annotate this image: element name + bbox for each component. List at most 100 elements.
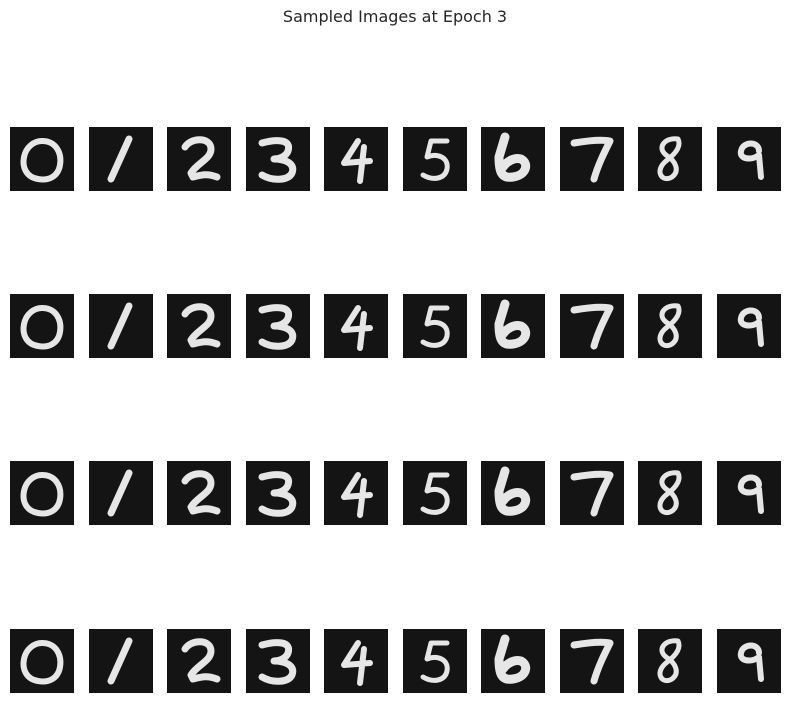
sample-image-r2-digit-7: [560, 294, 624, 358]
digit-stroke: [20, 640, 64, 685]
digit-1-glyph: [107, 135, 133, 183]
sample-image-r4-digit-7: [560, 629, 624, 693]
digit-stroke: [107, 135, 133, 183]
digit-stroke: [107, 302, 133, 350]
sample-image-r2-digit-8: [638, 294, 702, 358]
digit-9-glyph: [737, 140, 764, 180]
digit-2-glyph: [181, 303, 221, 348]
sample-image-r3-digit-8: [638, 461, 702, 525]
digit-stroke: [107, 469, 133, 517]
sample-image-r3-digit-2: [167, 461, 231, 525]
digit-2-glyph: [181, 470, 221, 515]
digit-4-glyph: [341, 472, 373, 518]
digit-0-glyph: [20, 305, 64, 350]
sample-image-r2-digit-1: [89, 294, 153, 358]
digit-1-glyph: [107, 637, 133, 685]
sample-image-r3-digit-7: [560, 461, 624, 525]
digit-3-glyph: [258, 471, 297, 517]
sample-image-r2-digit-4: [324, 294, 388, 358]
digit-4-glyph: [341, 305, 373, 351]
digit-0-glyph: [20, 472, 64, 517]
digit-stroke: [657, 136, 682, 181]
digit-stroke: [737, 474, 764, 514]
sample-image-r4-digit-0: [10, 629, 74, 693]
digit-3-glyph: [258, 639, 297, 685]
digit-3-glyph: [258, 304, 297, 350]
sample-image-r2-digit-0: [10, 294, 74, 358]
digit-stroke: [341, 640, 373, 686]
sample-image-r1-digit-1: [89, 127, 153, 191]
digit-6-glyph: [494, 466, 531, 516]
digit-8-glyph: [657, 136, 682, 181]
digit-stroke: [181, 136, 221, 181]
sample-image-r2-digit-5: [403, 294, 467, 358]
sample-image-r3-digit-1: [89, 461, 153, 525]
sample-image-r2-digit-9: [717, 294, 781, 358]
digit-stroke: [737, 642, 764, 682]
digit-stroke: [258, 304, 297, 350]
digit-6-glyph: [494, 299, 531, 349]
sample-image-r1-digit-0: [10, 127, 74, 191]
digit-3-glyph: [258, 137, 297, 183]
digit-stroke: [420, 640, 450, 683]
digit-stroke: [420, 472, 450, 515]
digit-7-glyph: [570, 136, 614, 183]
digit-stroke: [181, 470, 221, 515]
digit-1-glyph: [107, 469, 133, 517]
digit-stroke: [20, 305, 64, 350]
digit-5-glyph: [420, 138, 450, 181]
sample-image-r1-digit-5: [403, 127, 467, 191]
digit-7-glyph: [570, 470, 614, 517]
digit-stroke: [494, 299, 531, 349]
digit-9-glyph: [737, 307, 764, 347]
digit-stroke: [341, 305, 373, 351]
sample-image-r1-digit-9: [717, 127, 781, 191]
digit-stroke: [107, 637, 133, 685]
sample-image-r3-digit-9: [717, 461, 781, 525]
digit-stroke: [181, 638, 221, 683]
digit-stroke: [657, 303, 682, 348]
digit-1-glyph: [107, 302, 133, 350]
digit-4-glyph: [341, 640, 373, 686]
digit-5-glyph: [420, 640, 450, 683]
sample-image-r3-digit-6: [481, 461, 545, 525]
digit-stroke: [570, 638, 614, 685]
sample-image-r1-digit-8: [638, 127, 702, 191]
digit-stroke: [494, 466, 531, 516]
sample-image-r4-digit-3: [246, 629, 310, 693]
digit-2-glyph: [181, 638, 221, 683]
digit-5-glyph: [420, 472, 450, 515]
digit-stroke: [737, 307, 764, 347]
digit-0-glyph: [20, 640, 64, 685]
digit-stroke: [341, 472, 373, 518]
sample-image-r4-digit-6: [481, 629, 545, 693]
digit-stroke: [258, 471, 297, 517]
digit-8-glyph: [657, 470, 682, 515]
sample-image-r3-digit-5: [403, 461, 467, 525]
digit-stroke: [657, 638, 682, 683]
digit-7-glyph: [570, 303, 614, 350]
digit-6-glyph: [494, 634, 531, 684]
sample-image-r4-digit-5: [403, 629, 467, 693]
digit-stroke: [570, 470, 614, 517]
sample-image-r1-digit-2: [167, 127, 231, 191]
digit-9-glyph: [737, 474, 764, 514]
sample-image-r4-digit-9: [717, 629, 781, 693]
sample-image-r3-digit-3: [246, 461, 310, 525]
digit-8-glyph: [657, 303, 682, 348]
sample-image-r1-digit-4: [324, 127, 388, 191]
digit-4-glyph: [341, 138, 373, 184]
figure-title: Sampled Images at Epoch 3: [282, 7, 508, 26]
digit-stroke: [20, 472, 64, 517]
sample-image-r3-digit-0: [10, 461, 74, 525]
digit-stroke: [258, 639, 297, 685]
sample-image-r2-digit-6: [481, 294, 545, 358]
digit-stroke: [570, 303, 614, 350]
digit-6-glyph: [494, 132, 531, 182]
sample-image-r4-digit-4: [324, 629, 388, 693]
digit-stroke: [420, 305, 450, 348]
digit-stroke: [737, 140, 764, 180]
digit-stroke: [657, 470, 682, 515]
sample-image-r4-digit-2: [167, 629, 231, 693]
